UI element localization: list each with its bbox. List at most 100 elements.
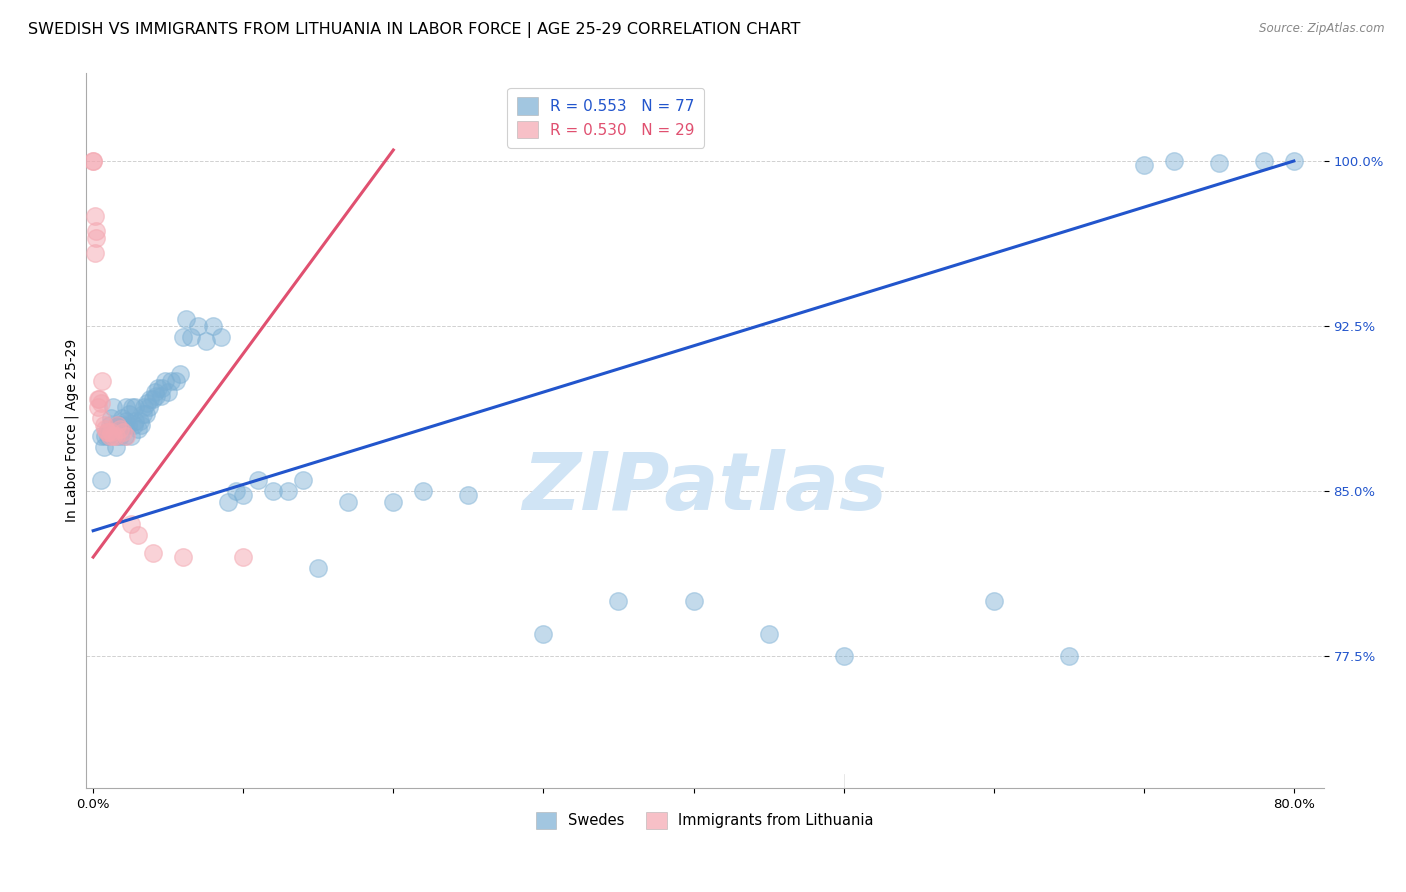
Y-axis label: In Labor Force | Age 25-29: In Labor Force | Age 25-29	[65, 339, 79, 522]
Point	[115, 429, 138, 443]
Point	[86, 401, 108, 415]
Point	[112, 418, 135, 433]
Point	[180, 330, 202, 344]
Point	[84, 224, 107, 238]
Point	[262, 484, 284, 499]
Point	[82, 153, 104, 168]
Point	[187, 319, 209, 334]
Point	[202, 319, 225, 334]
Point	[128, 414, 150, 428]
Point	[1163, 153, 1185, 168]
Point	[136, 396, 159, 410]
Point	[1253, 153, 1275, 168]
Point	[104, 429, 127, 443]
Point	[157, 385, 180, 400]
Point	[97, 425, 120, 439]
Point	[101, 429, 124, 443]
Point	[758, 627, 780, 641]
Point	[247, 473, 270, 487]
Point	[194, 334, 217, 349]
Point	[100, 411, 122, 425]
Point	[105, 418, 128, 433]
Point	[90, 429, 112, 443]
Point	[457, 488, 479, 502]
Point	[97, 429, 120, 443]
Point	[124, 401, 146, 415]
Point	[135, 407, 157, 421]
Point	[983, 594, 1005, 608]
Text: SWEDISH VS IMMIGRANTS FROM LITHUANIA IN LABOR FORCE | AGE 25-29 CORRELATION CHAR: SWEDISH VS IMMIGRANTS FROM LITHUANIA IN …	[28, 22, 800, 38]
Point	[337, 495, 360, 509]
Point	[131, 407, 153, 421]
Point	[100, 425, 122, 439]
Point	[84, 231, 107, 245]
Point	[120, 429, 142, 443]
Text: ZIPatlas: ZIPatlas	[522, 449, 887, 527]
Point	[124, 414, 146, 428]
Point	[174, 312, 197, 326]
Point	[142, 392, 165, 406]
Point	[153, 374, 176, 388]
Point	[382, 495, 405, 509]
Legend: Swedes, Immigrants from Lithuania: Swedes, Immigrants from Lithuania	[530, 806, 880, 835]
Point	[150, 381, 173, 395]
Point	[104, 429, 127, 443]
Point	[143, 385, 166, 400]
Point	[86, 392, 108, 406]
Text: Source: ZipAtlas.com: Source: ZipAtlas.com	[1260, 22, 1385, 36]
Point	[209, 330, 232, 344]
Point	[83, 209, 105, 223]
Point	[129, 418, 152, 433]
Point	[1132, 158, 1154, 172]
Point	[83, 246, 105, 260]
Point	[98, 429, 121, 443]
Point	[217, 495, 239, 509]
Point	[134, 401, 156, 415]
Point	[108, 418, 131, 433]
Point	[108, 422, 131, 436]
Point	[96, 425, 118, 439]
Point	[165, 374, 187, 388]
Point	[120, 517, 142, 532]
Point	[105, 418, 128, 433]
Point	[107, 418, 129, 433]
Point	[91, 374, 114, 388]
Point	[832, 649, 855, 664]
Point	[160, 374, 183, 388]
Point	[277, 484, 299, 499]
Point	[127, 528, 149, 542]
Point	[93, 418, 115, 433]
Point	[607, 594, 630, 608]
Point	[98, 418, 121, 433]
Point	[412, 484, 434, 499]
Point	[172, 550, 194, 565]
Point	[1057, 649, 1080, 664]
Point	[292, 473, 315, 487]
Point	[111, 411, 134, 425]
Point	[112, 425, 135, 439]
Point	[82, 153, 104, 168]
Point	[138, 401, 160, 415]
Point	[94, 429, 117, 443]
Point	[533, 627, 555, 641]
Point	[101, 401, 124, 415]
Point	[232, 550, 254, 565]
Point	[90, 473, 112, 487]
Point	[169, 368, 191, 382]
Point	[146, 381, 169, 395]
Point	[139, 392, 162, 406]
Point	[94, 422, 117, 436]
Point	[225, 484, 247, 499]
Point	[127, 422, 149, 436]
Point	[114, 429, 136, 443]
Point	[117, 418, 139, 433]
Point	[108, 429, 131, 443]
Point	[93, 440, 115, 454]
Point	[142, 546, 165, 560]
Point	[115, 401, 138, 415]
Point	[232, 488, 254, 502]
Point	[115, 414, 138, 428]
Point	[1208, 156, 1230, 170]
Point	[307, 561, 329, 575]
Point	[121, 401, 143, 415]
